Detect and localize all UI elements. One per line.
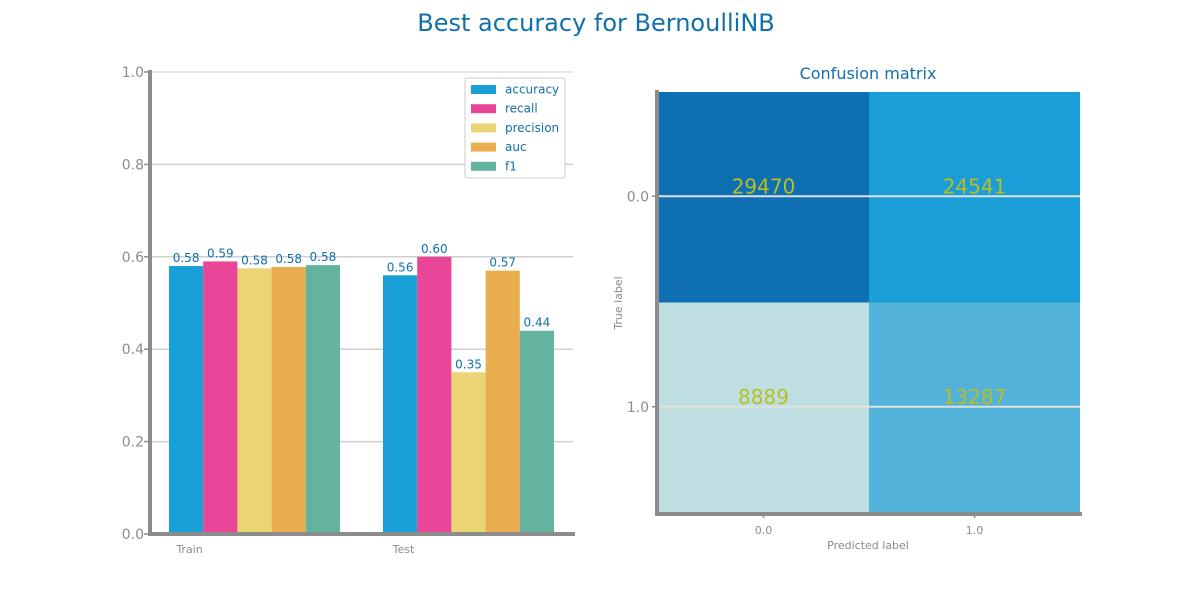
bar-chart-bars	[169, 256, 554, 534]
bar-f1-train	[305, 265, 340, 534]
bar-value-label: 0.58	[173, 251, 200, 265]
legend-label-accuracy: accuracy	[505, 83, 559, 97]
legend-label-auc: auc	[505, 140, 527, 154]
bar-value-label: 0.58	[310, 250, 337, 264]
bar-chart-axes: 0.0 0.2 0.4 0.6 0.8 1.0 Train Test	[122, 65, 575, 556]
confusion-matrix-axes: 0.0 1.0 0.0 1.0	[627, 90, 1082, 537]
confusion-matrix-chart: Confusion matrix 29470 24541 8889 13287 0.0…	[612, 64, 1082, 552]
bar-value-label: 0.44	[524, 316, 551, 330]
confusion-cell-value: 29470	[732, 174, 796, 198]
figure-title: Best accuracy for BernoulliNB	[417, 9, 775, 37]
legend-label-f1: f1	[505, 159, 517, 173]
confusion-xtick-label: 1.0	[966, 524, 984, 537]
bar-value-label: 0.35	[455, 357, 482, 371]
bar-precision-train	[237, 268, 272, 534]
bar-auc-test	[485, 270, 520, 534]
bar-accuracy-test	[383, 275, 418, 534]
bar-chart-legend: accuracy recall precision auc f1	[464, 77, 566, 179]
bar-value-label: 0.59	[207, 246, 234, 260]
bar-value-label: 0.57	[489, 256, 516, 270]
legend-label-precision: precision	[505, 121, 559, 135]
bar-ytick-label: 0.6	[122, 250, 144, 266]
bar-recall-test	[417, 256, 452, 534]
confusion-cell-value: 8889	[738, 385, 789, 409]
bar-chart-value-labels: 0.58 0.56 0.59 0.60 0.58 0.35 0.58 0.57 0.58 0.44	[173, 242, 551, 371]
legend-label-recall: recall	[505, 102, 538, 116]
bar-ytick-label: 0.2	[122, 435, 144, 451]
legend-swatch-accuracy	[471, 85, 496, 94]
confusion-ytick-label: 1.0	[627, 400, 649, 416]
bar-value-label: 0.58	[241, 253, 268, 267]
legend-swatch-auc	[471, 142, 496, 152]
bar-value-label: 0.58	[275, 252, 302, 266]
legend-swatch-f1	[471, 161, 496, 171]
confusion-matrix-ylabel: True label	[612, 276, 625, 330]
confusion-cell-value: 24541	[943, 174, 1007, 198]
bar-recall-train	[203, 261, 238, 534]
confusion-ytick-label: 0.0	[627, 189, 649, 205]
bar-auc-train	[271, 266, 306, 534]
bar-value-label: 0.60	[421, 242, 448, 256]
confusion-xtick-label: 0.0	[755, 524, 773, 537]
legend-swatch-recall	[471, 104, 496, 114]
bar-xtick-label: Test	[392, 543, 415, 556]
confusion-matrix-gridlines	[658, 195, 1080, 408]
bar-ytick-label: 0.8	[122, 157, 144, 173]
bar-precision-test	[451, 372, 486, 534]
confusion-matrix-xlabel: Predicted label	[827, 539, 909, 552]
bar-value-label: 0.56	[387, 260, 414, 274]
bar-f1-test	[519, 330, 554, 534]
confusion-matrix-values: 29470 24541 8889 13287	[732, 174, 1007, 409]
bar-ytick-label: 0.4	[122, 342, 144, 358]
bar-chart: 0.58 0.56 0.59 0.60 0.58 0.35 0.58 0.57 0.58 0.44…	[122, 65, 575, 556]
bar-accuracy-train	[169, 266, 204, 534]
legend-box	[464, 77, 566, 179]
bar-ytick-label: 0.0	[122, 527, 144, 543]
confusion-matrix-title: Confusion matrix	[800, 64, 937, 83]
bar-xtick-label: Train	[175, 543, 202, 556]
confusion-matrix-cells	[658, 92, 1080, 513]
bar-ytick-label: 1.0	[122, 65, 144, 81]
legend-swatch-precision	[471, 123, 496, 133]
confusion-cell-value: 13287	[943, 385, 1007, 409]
